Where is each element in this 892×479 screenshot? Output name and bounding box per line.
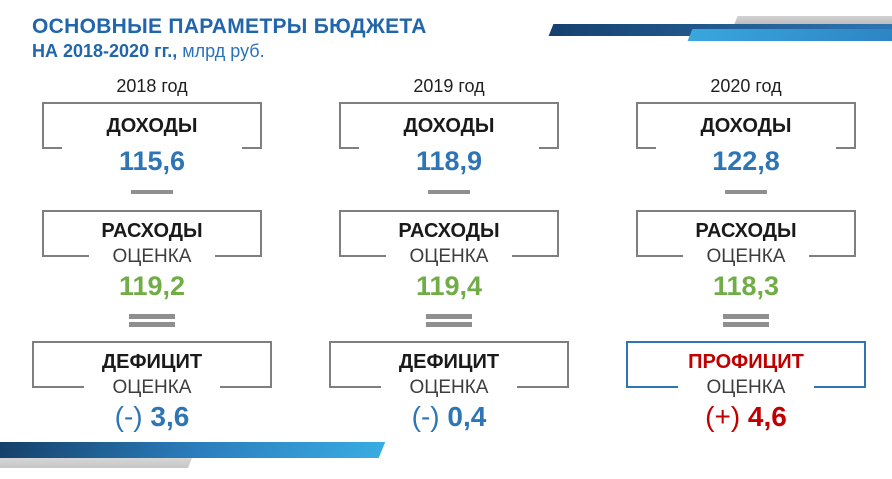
bottom-blue-accent-bar xyxy=(0,442,386,458)
expense-box: РАСХОДЫ ОЦЕНКА xyxy=(339,210,559,267)
minus-sign xyxy=(131,190,173,194)
income-value: 122,8 xyxy=(712,146,780,176)
balance-value: (-) 0,4 xyxy=(329,400,569,433)
balance-box: ДЕФИЦИТ ОЦЕНКА xyxy=(329,341,569,398)
equals-sign xyxy=(32,314,272,327)
expense-value: 119,2 xyxy=(118,271,186,301)
minus-sign xyxy=(725,190,767,194)
year-column: 2019 год ДОХОДЫ 118,9 РАСХОДЫ ОЦЕНКА 119… xyxy=(329,76,569,433)
expense-estimate-label: ОЦЕНКА xyxy=(409,246,489,267)
income-box-label: ДОХОДЫ xyxy=(700,115,792,137)
balance-number: 4,6 xyxy=(747,401,787,432)
year-label: 2018 год xyxy=(116,76,188,96)
balance-box-label: ПРОФИЦИТ xyxy=(688,351,804,373)
year-columns-row: 2018 год ДОХОДЫ 115,6 РАСХОДЫ ОЦЕНКА 119… xyxy=(0,76,892,433)
balance-sign: (+) xyxy=(705,401,741,432)
expense-value: 119,4 xyxy=(415,271,483,301)
expense-box-label: РАСХОДЫ xyxy=(101,220,203,242)
minus-sign xyxy=(428,190,470,194)
balance-box: ПРОФИЦИТ ОЦЕНКА xyxy=(626,341,866,398)
income-box: ДОХОДЫ xyxy=(42,102,262,149)
income-box: ДОХОДЫ xyxy=(339,102,559,149)
expense-box: РАСХОДЫ ОЦЕНКА xyxy=(42,210,262,267)
balance-estimate-label: ОЦЕНКА xyxy=(409,377,489,398)
expense-estimate-label: ОЦЕНКА xyxy=(112,246,192,267)
year-column: 2020 год ДОХОДЫ 122,8 РАСХОДЫ ОЦЕНКА 118… xyxy=(626,76,866,433)
balance-number: 3,6 xyxy=(150,401,190,432)
expense-box-label: РАСХОДЫ xyxy=(695,220,797,242)
bottom-gray-accent-bar xyxy=(0,458,193,468)
year-label: 2020 год xyxy=(710,76,782,96)
income-value: 115,6 xyxy=(118,146,186,176)
title-units: млрд руб. xyxy=(177,41,265,61)
title-line-1: ОСНОВНЫЕ ПАРАМЕТРЫ БЮДЖЕТА xyxy=(32,15,427,38)
income-value: 118,9 xyxy=(415,146,483,176)
title-line-2: НА 2018-2020 гг., млрд руб. xyxy=(32,40,427,63)
balance-value: (-) 3,6 xyxy=(32,400,272,433)
balance-sign: (-) xyxy=(411,401,440,432)
balance-estimate-label: ОЦЕНКА xyxy=(706,377,786,398)
balance-sign: (-) xyxy=(114,401,143,432)
balance-value: (+) 4,6 xyxy=(626,400,866,433)
balance-box: ДЕФИЦИТ ОЦЕНКА xyxy=(32,341,272,398)
balance-estimate-label: ОЦЕНКА xyxy=(112,377,192,398)
balance-box-label: ДЕФИЦИТ xyxy=(398,351,500,373)
balance-box-label: ДЕФИЦИТ xyxy=(101,351,203,373)
top-gray-accent-bar xyxy=(734,16,892,24)
expense-estimate-label: ОЦЕНКА xyxy=(706,246,786,267)
income-box-label: ДОХОДЫ xyxy=(403,115,495,137)
balance-number: 0,4 xyxy=(447,401,487,432)
year-label: 2019 год xyxy=(413,76,485,96)
slide-title: ОСНОВНЫЕ ПАРАМЕТРЫ БЮДЖЕТА НА 2018-2020 … xyxy=(32,15,427,63)
year-column: 2018 год ДОХОДЫ 115,6 РАСХОДЫ ОЦЕНКА 119… xyxy=(32,76,272,433)
top-light-blue-accent-bar xyxy=(687,29,892,41)
expense-box: РАСХОДЫ ОЦЕНКА xyxy=(636,210,856,267)
income-box-label: ДОХОДЫ xyxy=(106,115,198,137)
equals-sign xyxy=(626,314,866,327)
equals-sign xyxy=(329,314,569,327)
title-years: НА 2018-2020 гг., xyxy=(32,41,178,61)
income-box: ДОХОДЫ xyxy=(636,102,856,149)
expense-box-label: РАСХОДЫ xyxy=(398,220,500,242)
expense-value: 118,3 xyxy=(712,271,780,301)
